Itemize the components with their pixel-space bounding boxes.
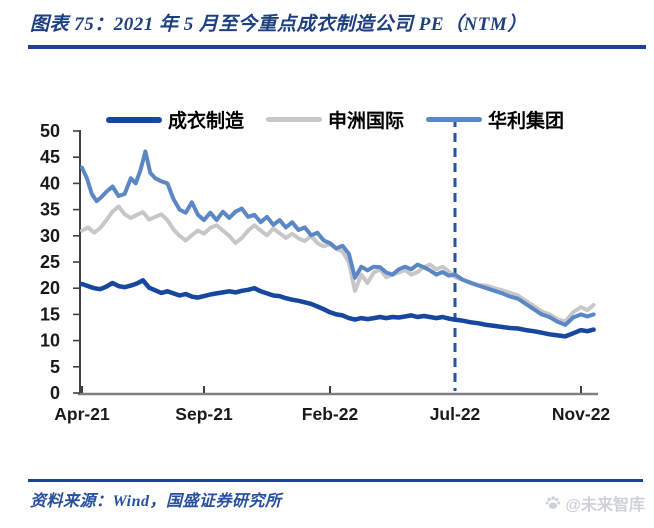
- legend-label-chengyi-zhizao: 成衣制造: [168, 111, 245, 132]
- legend-label-huali-jituan: 华利集团: [488, 111, 565, 132]
- y-tick-label: 45: [40, 147, 60, 167]
- chart-legend: 成衣制造 申洲国际 华利集团: [106, 106, 564, 133]
- watermark: @未来智库: [544, 491, 645, 515]
- y-tick-label: 50: [40, 121, 60, 141]
- footer-divider: [28, 479, 643, 482]
- y-tick-label: 35: [40, 200, 60, 220]
- y-tick-label: 0: [50, 383, 60, 403]
- x-tick-label: Nov-22: [552, 404, 611, 424]
- paw-icon: [546, 496, 561, 509]
- legend-marker-shenzhou-guoji: [266, 117, 323, 122]
- figure-title: 图表 75：2021 年 5 月至今重点成衣制造公司 PE（NTM）: [30, 14, 527, 35]
- y-tick-label: 15: [40, 304, 60, 324]
- pe-ntm-line-chart: 0 5 10 15 20 25 30 35 40 45 50 Apr-21 Sep-21 Feb-22 Ju…: [40, 118, 611, 424]
- y-tick-label: 5: [50, 357, 60, 377]
- y-tick-label: 40: [40, 173, 60, 193]
- x-tick-label: Jul-22: [430, 404, 481, 424]
- y-tick-label: 30: [40, 226, 60, 246]
- series-line-chengyi-zhizao: [79, 278, 596, 339]
- legend-item-chengyi-zhizao: 成衣制造: [106, 106, 244, 133]
- title-divider: [28, 45, 646, 49]
- y-tick-label: 25: [40, 252, 60, 272]
- legend-marker-chengyi-zhizao: [106, 116, 162, 123]
- watermark-text: @未来智库: [565, 497, 645, 514]
- legend-label-shenzhou-guoji: 申洲国际: [328, 111, 405, 132]
- series-line-huali-jituan: [80, 149, 596, 327]
- x-tick-label: Feb-22: [302, 404, 359, 424]
- x-tick-label: Apr-21: [54, 404, 110, 424]
- y-tick-label: 10: [40, 331, 60, 351]
- series-line-shenzhou-guoji: [80, 204, 596, 324]
- legend-item-huali-jituan: 华利集团: [426, 106, 564, 133]
- y-tick-label: 20: [40, 278, 60, 298]
- x-tick-label: Sep-21: [175, 404, 233, 424]
- legend-marker-huali-jituan: [426, 117, 483, 122]
- legend-item-shenzhou-guoji: 申洲国际: [266, 106, 404, 133]
- source-note: 资料来源：Wind，国盛证券研究所: [30, 493, 282, 510]
